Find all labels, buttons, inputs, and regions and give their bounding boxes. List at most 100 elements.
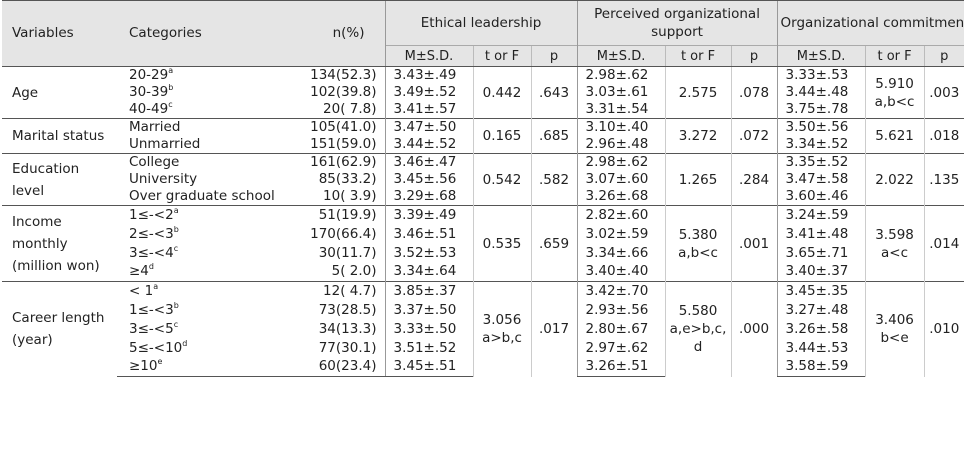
results-table: Variables Categories n(%) Ethical leader… [2,0,965,377]
commitment-mean-sd: 3.33±.53 [776,66,866,84]
commitment-mean-sd: 3.65±.71 [776,243,866,263]
commitment-p: .003 [923,66,965,119]
ethical-mean-sd: 3.39±.49 [384,205,473,225]
subheader-ms: M±S.D. [576,45,666,67]
commitment-mean-sd: 3.40±.37 [776,262,866,282]
subheader-t: t or F [664,45,732,67]
category-text: 20-29 [129,67,169,83]
n-percent: 73(28.5) [318,301,377,318]
commitment-mean-sd: 3.60±.46 [776,188,866,206]
table-row: University 85(33.2) 3.45±.56 3.07±.60 3.47±.… [2,171,964,188]
category-text: ≥4 [129,263,149,280]
table-row: 3≤-<4c 30(11.7) 3.52±.53 3.34±.66 3.65±.71 [2,243,964,263]
commitment-t-or-f: 5.621 [864,118,925,154]
commitment-t-or-f: 3.406 b<e [864,281,925,377]
header-categories: Categories [117,0,295,67]
support-p: .072 [730,118,778,154]
n-percent: 85(33.2) [318,171,377,187]
category-superscript: e [157,357,163,367]
support-mean-sd: 3.26±.51 [576,357,666,377]
support-p: .001 [730,205,778,282]
category-label: 20-29a [117,66,295,84]
category-superscript: a [173,205,179,215]
support-t-or-f: 2.575 [664,66,732,119]
support-t-or-f: 3.272 [664,118,732,154]
header-perceived-support: Perceived organizational support [576,0,778,46]
support-t-or-f: 5.580 a,e>b,c, d [664,281,732,377]
table-row: ≥4d 5( 2.0) 3.34±.64 3.40±.40 3.40±.37 [2,262,964,282]
category-label: Over graduate school [117,188,295,206]
category-text: University [129,171,198,187]
n-percent: 105(41.0) [295,118,385,136]
table-row: Unmarried 151(59.0) 3.44±.52 2.96±.48 3.34±.… [2,136,964,154]
commitment-mean-sd: 3.44±.53 [776,338,866,358]
category-text: < 1 [129,282,154,299]
subheader-ms: M±S.D. [384,45,473,67]
support-p: .000 [730,281,778,377]
support-mean-sd: 3.02±.59 [576,224,666,244]
category-superscript: a [168,66,174,75]
n-percent: 102(39.8) [310,84,377,100]
ethical-mean-sd: 3.33±.50 [384,319,473,339]
support-mean-sd: 3.07±.60 [576,171,666,188]
ethical-p: .017 [530,281,578,377]
table-row: Income monthly (million won) 1≤-<2a 51(19.… [2,205,965,282]
category-text: 5≤-<10 [129,339,183,356]
ethical-t-or-f: 0.535 [472,205,531,282]
table-row: Career length (year) < 1a 12( 4.7) 3.85±.37… [2,281,965,377]
category-label: < 1a [117,281,295,301]
commitment-p: .010 [923,281,965,377]
ethical-p: .685 [530,118,578,154]
n-percent: 134(52.3) [295,66,385,84]
variable-name: Career length (year) [2,281,117,377]
subheader-p: p [730,45,778,67]
category-text: 3≤-<5 [129,320,174,337]
category-text: 40-49 [129,101,169,117]
table-row: ≥10e 60(23.4) 3.45±.51 3.26±.51 3.58±.59 [2,357,964,377]
support-mean-sd: 2.82±.60 [576,205,666,225]
variable-name: Age [2,66,117,119]
category-label: Married [117,118,295,136]
support-t-or-f: 1.265 [664,153,732,206]
header-variables: Variables [2,0,117,67]
support-mean-sd: 2.80±.67 [576,319,666,339]
ethical-mean-sd: 3.43±.49 [384,66,473,84]
n-percent: 10( 3.9) [323,188,377,204]
support-mean-sd: 3.03±.61 [576,84,666,101]
support-t-or-f: 5.380 a,b<c [664,205,732,282]
subheader-p: p [530,45,578,67]
ethical-mean-sd: 3.45±.51 [384,357,473,377]
commitment-mean-sd: 3.34±.52 [776,136,866,154]
commitment-t-or-f: 2.022 [864,153,925,206]
support-mean-sd: 3.31±.54 [576,101,666,119]
support-mean-sd: 3.26±.68 [576,188,666,206]
ethical-mean-sd: 3.41±.57 [384,101,473,119]
n-percent: 170(66.4) [310,225,377,242]
commitment-mean-sd: 3.41±.48 [776,224,866,244]
table-row: 3≤-<5c 34(13.3) 3.33±.50 2.80±.67 3.26±.58 [2,319,964,339]
category-text: Married [129,119,181,135]
n-percent: 60(23.4) [295,357,385,377]
ethical-mean-sd: 3.85±.37 [384,281,473,301]
category-superscript: b [173,300,179,310]
subheader-t: t or F [472,45,531,67]
ethical-mean-sd: 3.34±.64 [384,262,473,282]
category-text: 30-39 [129,84,169,100]
category-text: College [129,154,180,170]
table-row: 2≤-<3b 170(66.4) 3.46±.51 3.02±.59 3.41±.48 [2,224,964,244]
n-percent: 77(30.1) [318,339,377,356]
category-label: ≥10e [117,357,295,377]
category-label: 1≤-<2a [117,205,295,225]
commitment-t-or-f: 5.910 a,b<c [864,66,925,119]
category-superscript: b [173,224,179,234]
commitment-p: .135 [923,153,965,206]
commitment-mean-sd: 3.26±.58 [776,319,866,339]
commitment-mean-sd: 3.47±.58 [776,171,866,188]
support-p: .078 [730,66,778,119]
n-percent: 5( 2.0) [331,263,377,280]
table-body: Age 20-29a 134(52.3) 3.43±.49 0.442.643 2.98±… [2,66,965,377]
ethical-mean-sd: 3.44±.52 [384,136,473,154]
n-percent: 12( 4.7) [295,281,385,301]
commitment-p: .014 [923,205,965,282]
n-percent: 20( 7.8) [323,101,377,117]
